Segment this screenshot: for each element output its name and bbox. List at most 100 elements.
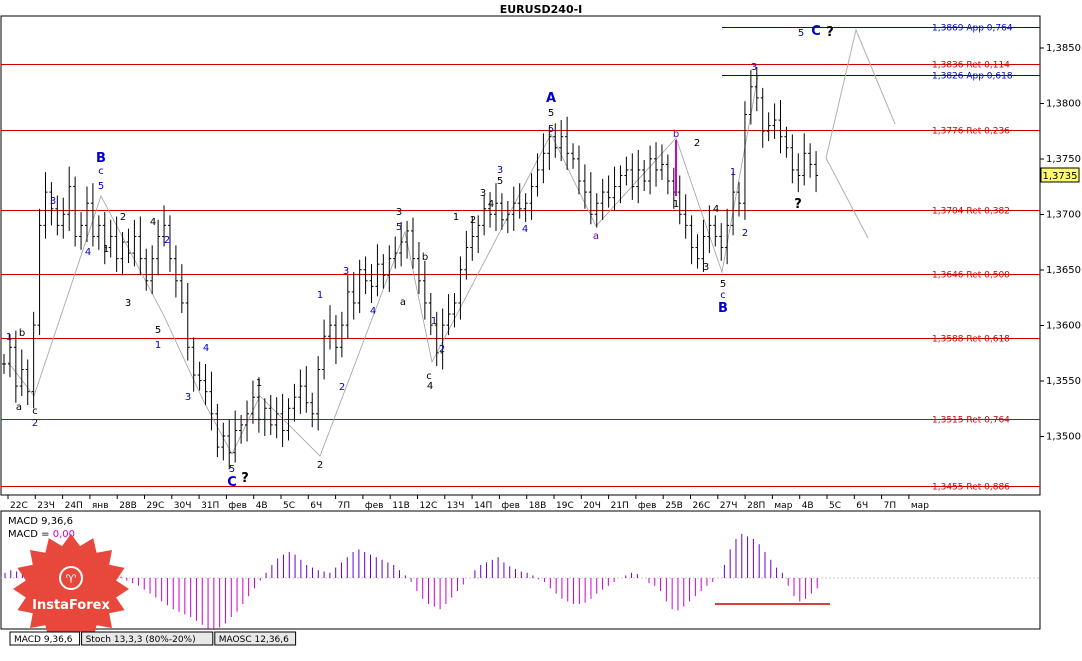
time-axis-label: 28В — [119, 501, 137, 511]
wave-label: 4 — [427, 381, 433, 392]
level-label: 1,3869 App 0,764 — [932, 24, 1013, 34]
time-axis-label: 7П — [884, 501, 897, 511]
price-axis-label: 1,3800 — [1046, 99, 1081, 110]
macd-panel-frame — [0, 510, 1041, 630]
time-axis-label: 19С — [556, 501, 574, 511]
time-axis-label: 14П — [474, 501, 492, 511]
wave-label: 3 — [703, 262, 709, 273]
wave-label: a — [400, 297, 406, 308]
level-label: 1,3646 Ret 0,500 — [932, 271, 1010, 281]
wave-zigzag — [7, 75, 759, 457]
wave-label: c — [720, 290, 726, 301]
macd-value-prefix: MACD = — [8, 529, 53, 540]
level-label: 1,3588 Ret 0,618 — [932, 335, 1010, 345]
wave-label: 5 — [798, 28, 804, 39]
price-axis-label: 1,3500 — [1046, 432, 1081, 443]
logo-emblem-mark: ♈ — [66, 572, 77, 586]
price-panel-frame — [0, 15, 1041, 496]
wave-label: ? — [241, 471, 249, 486]
time-axis-label: мар — [774, 501, 792, 511]
indicator-tab[interactable] — [9, 631, 81, 646]
wave-label: 2 — [32, 418, 38, 429]
wave-label: 5 — [497, 176, 503, 187]
macd-histogram — [4, 533, 818, 630]
indicator-tab[interactable] — [81, 631, 214, 646]
time-axis-label: 21П — [611, 501, 629, 511]
wave-label: ? — [826, 25, 834, 40]
time-axis-label: 11В — [392, 501, 410, 511]
wave-label: 5 — [548, 108, 554, 119]
wave-label: a — [16, 402, 22, 413]
wave-count-lines — [7, 75, 759, 457]
wave-label: 1 — [103, 244, 109, 255]
wave-label: 4 — [370, 306, 376, 317]
wave-label: 4 — [713, 204, 719, 215]
wave-label: 1 — [317, 290, 323, 301]
time-axis-label: 5С — [283, 501, 295, 511]
current-price-value: 1,3735 — [1043, 171, 1078, 182]
wave-label: 3 — [125, 298, 131, 309]
time-axis-label: 29С — [147, 501, 165, 511]
time-axis-label: 4В — [256, 501, 268, 511]
time-axis-label: 12С — [420, 501, 438, 511]
time-axis-label: мар — [911, 501, 929, 511]
level-label: 1,3515 Ret 0,764 — [932, 416, 1010, 426]
time-axis-label: 23Ч — [37, 501, 55, 511]
macd-title: MACD 9,36,6 — [8, 516, 73, 527]
time-axis-label: 31П — [201, 501, 219, 511]
wave-label: ? — [794, 197, 802, 212]
time-axis-label: 25В — [665, 501, 683, 511]
wave-label: 4 — [488, 199, 494, 210]
wave-label: C — [811, 24, 821, 39]
price-axis-label: 1,3850 — [1046, 43, 1081, 54]
time-axis-label: фев — [501, 501, 520, 511]
price-axis-label: 1,3650 — [1046, 265, 1081, 276]
price-axis-label: 1,3750 — [1046, 154, 1081, 165]
level-label: 1,3776 Ret 0,236 — [932, 127, 1010, 137]
level-label: 1,3836 Ret 0,114 — [932, 61, 1010, 71]
current-price-box — [1040, 167, 1080, 183]
wave-label: 3 — [185, 392, 191, 403]
time-axis-label: 18В — [529, 501, 547, 511]
time-axis-label: 22С — [10, 501, 28, 511]
wave-label: 5 — [720, 279, 726, 290]
time-axis-label: 6Ч — [310, 501, 322, 511]
indicator-tab[interactable] — [214, 631, 297, 646]
wave-label: B — [96, 151, 106, 166]
wave-label: 3 — [480, 188, 486, 199]
wave-label: b — [422, 252, 428, 263]
time-axis-label: фев — [638, 501, 657, 511]
time-axis-label: 27Ч — [720, 501, 738, 511]
wave-label: b — [673, 129, 679, 140]
wave-label: c — [32, 406, 38, 417]
wave-label: 1 — [453, 212, 459, 223]
time-axis-label: 6Ч — [856, 501, 868, 511]
wave-label: 2 — [339, 382, 345, 393]
wave-label: B — [718, 301, 728, 316]
time-axis-label: 26С — [693, 501, 711, 511]
level-label: 1,3826 App 0,618 — [932, 72, 1013, 82]
wave-label: 1 — [730, 167, 736, 178]
wave-label: 4 — [522, 224, 528, 235]
time-axis-label: фев — [228, 501, 247, 511]
wave-label: 1 — [155, 340, 161, 351]
time-axis-label: 5С — [829, 501, 841, 511]
wave-label: 2 — [317, 460, 323, 471]
time-axis-label: фев — [365, 501, 384, 511]
price-axis-labels: 1,3850 1,3800 1,3750 1,3700 1,3650 1,3600 1,35… — [1040, 43, 1081, 443]
logo-emblem-icon — [59, 566, 83, 590]
time-axis-label: 13Ч — [447, 501, 465, 511]
projection-path-down — [825, 157, 869, 239]
indicator-tab-label: MACD 9,36,6 — [14, 635, 73, 645]
indicator-tabs[interactable]: MACD 9,36,6 Stoch 13,3,3 (80%-20%) MAOSC 1… — [9, 631, 297, 646]
wave-label: 5 — [155, 325, 161, 336]
indicator-tab-label: Stoch 13,3,3 (80%-20%) — [86, 635, 196, 645]
wave-label: 1 — [431, 316, 437, 327]
wave-label: 3 — [497, 165, 503, 176]
price-axis-label: 1,3700 — [1046, 210, 1081, 221]
wave-label: 5 — [396, 222, 402, 233]
wave-label: 1 — [6, 332, 12, 343]
instaforex-logo: ♈ InstaForex — [13, 533, 129, 645]
chart-title: EURUSD240-I — [500, 3, 583, 16]
